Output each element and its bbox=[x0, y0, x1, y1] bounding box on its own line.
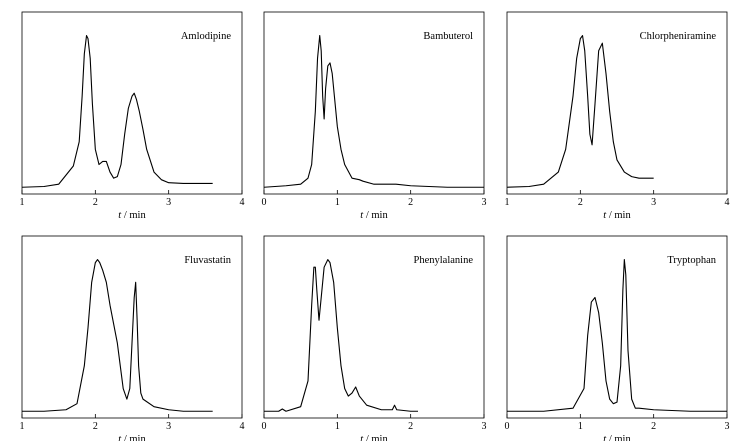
x-axis-label: t / min bbox=[603, 210, 631, 221]
panel-tryptophan: 0 1 2 3 Tryptophan t / min bbox=[505, 235, 730, 441]
x-axis-label: t / min bbox=[118, 434, 146, 441]
compound-name: Amlodipine bbox=[181, 31, 232, 42]
x-tick-label: 3 bbox=[725, 421, 730, 432]
panel-fluvastatin: 1 2 3 4 Fluvastatin t / min bbox=[20, 235, 245, 441]
x-axis-label: t / min bbox=[118, 210, 146, 221]
series-line-fluvastatin bbox=[22, 259, 213, 412]
x-axis-label: t / min bbox=[603, 434, 631, 441]
x-tick-label: 3 bbox=[166, 421, 171, 432]
series-line-tryptophan bbox=[507, 259, 727, 412]
x-axis-label: t / min bbox=[360, 434, 388, 441]
plot-frame bbox=[21, 11, 243, 195]
x-tick-label: 4 bbox=[725, 197, 730, 208]
x-tick-label: 0 bbox=[262, 421, 267, 432]
panel-bambuterol: 0 1 2 3 Bambuterol t / min bbox=[262, 11, 487, 221]
compound-name: Tryptophan bbox=[667, 255, 716, 266]
compound-name: Fluvastatin bbox=[184, 255, 231, 266]
plot-frame bbox=[263, 235, 485, 419]
plot-frame bbox=[506, 235, 728, 419]
series-line-amlodipine bbox=[21, 35, 213, 188]
x-tick-label: 2 bbox=[93, 197, 98, 208]
x-tick-label: 1 bbox=[578, 421, 583, 432]
series-line-phenylalanine bbox=[264, 259, 418, 412]
x-axis-label: t / min bbox=[360, 210, 388, 221]
panel-chlorpheniramine: 1 2 3 4 Chlorpheniramine t / min bbox=[505, 11, 730, 221]
x-tick-label: 3 bbox=[651, 197, 656, 208]
x-tick-label: 2 bbox=[408, 421, 413, 432]
plot-frame bbox=[506, 11, 728, 195]
plot-frame bbox=[21, 235, 243, 419]
x-tick-label: 3 bbox=[482, 197, 487, 208]
series-line-bambuterol bbox=[263, 35, 484, 188]
x-tick-label: 1 bbox=[20, 421, 25, 432]
panel-amlodipine: 1 2 3 4 Amlodipine t / min bbox=[20, 11, 245, 221]
x-tick-label: 2 bbox=[578, 197, 583, 208]
x-tick-label: 0 bbox=[505, 421, 510, 432]
x-tick-label: 2 bbox=[408, 197, 413, 208]
series-line-chlorpheniramine bbox=[506, 35, 654, 188]
compound-name: Chlorpheniramine bbox=[640, 31, 717, 42]
compound-name: Phenylalanine bbox=[414, 255, 474, 266]
x-tick-label: 1 bbox=[335, 421, 340, 432]
x-tick-label: 0 bbox=[262, 197, 267, 208]
panel-phenylalanine: 0 1 2 3 Phenylalanine t / min bbox=[262, 235, 487, 441]
compound-name: Bambuterol bbox=[423, 31, 473, 42]
x-tick-label: 4 bbox=[240, 421, 245, 432]
x-tick-label: 2 bbox=[93, 421, 98, 432]
x-tick-label: 1 bbox=[20, 197, 25, 208]
x-tick-label: 1 bbox=[505, 197, 510, 208]
x-tick-label: 3 bbox=[166, 197, 171, 208]
x-tick-label: 4 bbox=[240, 197, 245, 208]
x-tick-label: 3 bbox=[482, 421, 487, 432]
x-tick-label: 2 bbox=[651, 421, 656, 432]
x-tick-label: 1 bbox=[335, 197, 340, 208]
plot-frame bbox=[263, 11, 485, 195]
